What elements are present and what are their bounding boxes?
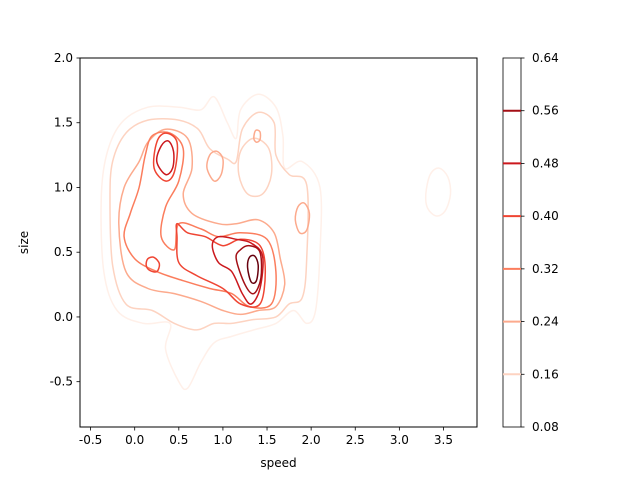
contour-line-0.32-8: [123, 131, 277, 309]
contour-line-0.08-0: [100, 93, 323, 391]
contour-line-0.24-5: [206, 150, 224, 182]
x-axis-title: speed: [260, 456, 296, 470]
y-axis-title: size: [17, 231, 31, 254]
colorbar-tick-label: 0.56: [532, 104, 559, 118]
y-tick-label: 1.0: [54, 180, 73, 194]
x-tick-label: 1.0: [213, 433, 232, 447]
contour-line-0.56-14: [235, 244, 263, 295]
plot-frame: [79, 57, 478, 428]
colorbar-tick-label: 0.08: [532, 420, 559, 434]
colorbar-tick-label: 0.48: [532, 156, 559, 170]
contour-line-0.16-3: [237, 137, 273, 198]
y-tick-label: -0.5: [50, 375, 73, 389]
contour-line-0.24-4: [118, 128, 286, 316]
y-tick-label: 0.5: [54, 245, 73, 259]
colorbar-tick-label: 0.16: [532, 367, 559, 381]
y-tick-label: 2.0: [54, 51, 73, 65]
contour-line-0.40-9: [175, 222, 267, 308]
x-tick-label: 0.5: [169, 433, 188, 447]
colorbar-frame: [502, 57, 522, 428]
contour-line-0.24-7: [253, 129, 262, 143]
x-tick-label: -0.5: [79, 433, 102, 447]
contour-line-0.24-6: [294, 201, 311, 235]
colorbar-tick-label: 0.64: [532, 51, 559, 65]
colorbar-tick-label: 0.40: [532, 209, 559, 223]
contour-line-0.08-1: [424, 167, 452, 217]
x-tick-label: 0.0: [125, 433, 144, 447]
contour-line-0.40-11: [145, 256, 161, 273]
contour-line-0.48-13: [155, 139, 175, 176]
contour-line-0.40-10: [152, 132, 179, 182]
y-axis: -0.5 0.0 0.5 1.0 1.5 2.0: [50, 51, 80, 389]
y-tick-label: 0.0: [54, 310, 73, 324]
colorbar-tick-label: 0.24: [532, 315, 559, 329]
x-tick-label: 3.0: [390, 433, 409, 447]
x-tick-label: 1.5: [257, 433, 276, 447]
colorbar-tick-label: 0.32: [532, 262, 559, 276]
y-tick-label: 1.5: [54, 116, 73, 130]
contour-lines: [100, 93, 452, 391]
x-tick-label: 3.5: [434, 433, 453, 447]
x-tick-label: 2.5: [346, 433, 365, 447]
contour-line-0.48-12: [211, 235, 264, 305]
colorbar: 0.08 0.16 0.24 0.32 0.40 0.48 0.56 0.64: [502, 51, 559, 434]
x-axis: -0.5 0.0 0.5 1.0 1.5 2.0 2.5 3.0 3.5: [79, 427, 453, 447]
contour-line-0.64-15: [246, 254, 260, 284]
contour-line-0.16-2: [109, 111, 309, 331]
x-tick-label: 2.0: [302, 433, 321, 447]
